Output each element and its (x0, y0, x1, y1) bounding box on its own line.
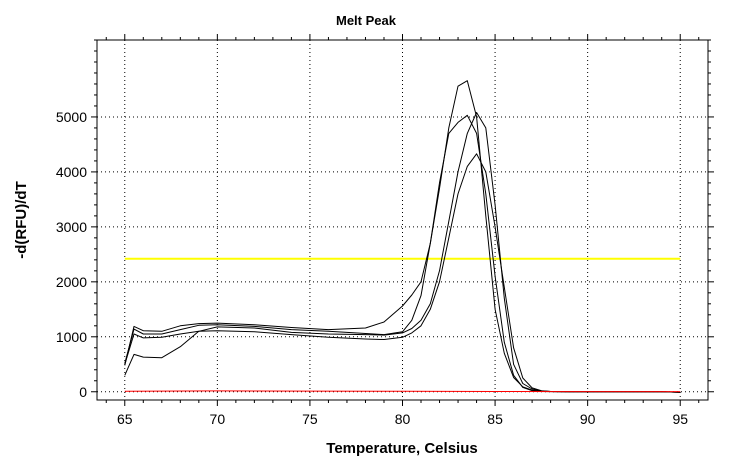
y-tick-label: 1000 (56, 329, 87, 345)
x-tick-label: 65 (117, 411, 133, 427)
y-tick-label: 5000 (56, 109, 87, 125)
grid-lines (97, 40, 708, 400)
tick-labels: 65 70 75 80 85 90 95 0 1000 2000 3000 4000 5000 (56, 109, 688, 427)
x-axis-label: Temperature, Celsius (326, 440, 477, 457)
x-tick-label: 80 (395, 411, 411, 427)
y-tick-label: 4000 (56, 164, 87, 180)
chart-title: Melt Peak (336, 13, 397, 28)
y-tick-label: 2000 (56, 274, 87, 290)
series-lines (124, 80, 681, 393)
melt-curve-5 (124, 390, 681, 393)
x-tick-label: 75 (302, 411, 318, 427)
x-tick-label: 95 (672, 411, 688, 427)
y-axis-label: -d(RFU)/dT (13, 181, 30, 258)
y-tick-label: 0 (79, 384, 87, 400)
x-tick-label: 85 (487, 411, 503, 427)
x-tick-label: 70 (210, 411, 226, 427)
y-tick-label: 3000 (56, 219, 87, 235)
axis-ticks (91, 34, 714, 406)
x-tick-label: 90 (580, 411, 596, 427)
